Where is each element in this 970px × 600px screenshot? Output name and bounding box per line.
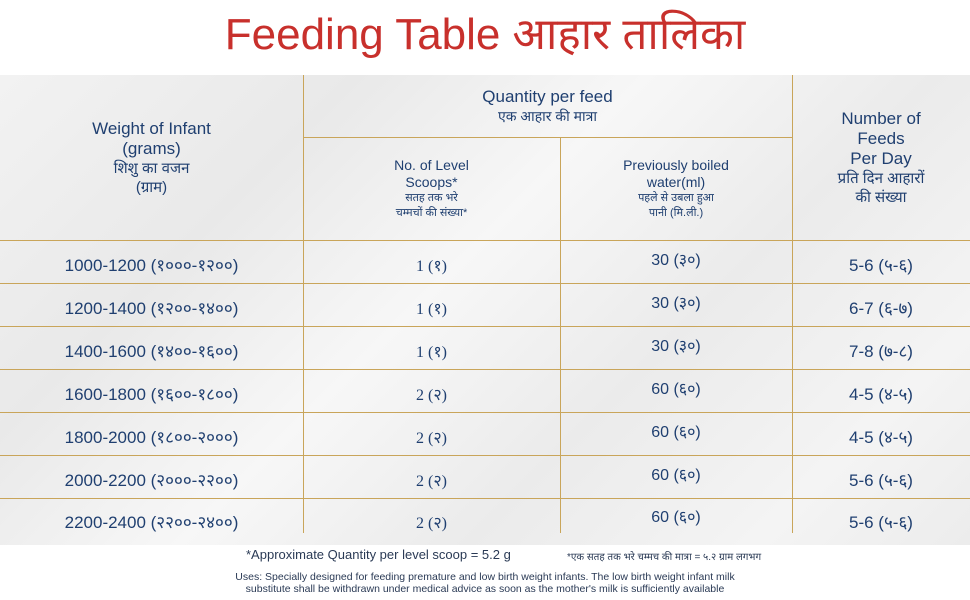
cell-feeds: 4-5 (४-५) — [849, 428, 913, 447]
row-divider — [303, 137, 792, 138]
row-divider — [0, 369, 970, 370]
cell-scoops: 1 (१) — [416, 300, 447, 318]
header-weight-en1: Weight of Infant — [92, 118, 211, 138]
cell-water: 60 (६०) — [651, 466, 701, 484]
header-weight-en2: (grams) — [122, 138, 181, 158]
header-water-hi1: पहले से उबला हुआ — [638, 191, 714, 204]
header-water: Previously boiled water(ml) पहले से उबला… — [560, 137, 792, 240]
header-feeds-en3: Per Day — [850, 148, 912, 168]
column-divider — [303, 75, 304, 533]
page-title: Feeding Table आहार तालिका — [0, 6, 970, 64]
cell-weight: 2200-2400 (२२००-२४००) — [64, 513, 239, 532]
cell-water: 30 (३०) — [651, 294, 701, 312]
column-divider — [792, 75, 793, 533]
table-row: 1800-2000 (१८००-२०००) 2 (२) 60 (६०) 4-5 … — [0, 415, 970, 458]
header-scoops-en2: Scoops* — [405, 173, 458, 190]
header-feeds-en1: Number of — [841, 108, 921, 128]
table-row: 1400-1600 (१४००-१६००) 1 (१) 30 (३०) 7-8 … — [0, 329, 970, 372]
cell-scoops: 2 (२) — [416, 514, 447, 532]
header-scoops-hi2: चम्मचों की संख्या* — [395, 206, 468, 219]
cell-weight: 1800-2000 (१८००-२०००) — [64, 428, 239, 447]
header-feeds: Number of Feeds Per Day प्रति दिन आहारों… — [792, 75, 970, 240]
table-row: 1200-1400 (१२००-१४००) 1 (१) 30 (३०) 6-7 … — [0, 286, 970, 329]
footnote-scoop-english: *Approximate Quantity per level scoop = … — [246, 547, 511, 562]
row-divider — [0, 498, 970, 499]
cell-scoops: 1 (१) — [416, 257, 447, 275]
header-scoops: No. of Level Scoops* सतह तक भरे चम्मचों … — [303, 137, 560, 240]
footnote-uses-line2: substitute shall be withdrawn under medi… — [245, 583, 725, 595]
row-divider — [0, 412, 970, 413]
table-row: 1000-1200 (१०००-१२००) 1 (१) 30 (३०) 5-6 … — [0, 243, 970, 286]
cell-water: 30 (३०) — [651, 337, 701, 355]
header-water-en2: water(ml) — [646, 173, 706, 190]
cell-scoops: 2 (२) — [416, 386, 447, 404]
cell-weight: 1000-1200 (१०००-१२००) — [64, 256, 239, 275]
table-row: 1600-1800 (१६००-१८००) 2 (२) 60 (६०) 4-5 … — [0, 372, 970, 415]
cell-scoops: 2 (२) — [416, 472, 447, 490]
header-scoops-en1: No. of Level — [394, 156, 469, 173]
header-quantity-hi: एक आहार की मात्रा — [498, 107, 597, 124]
cell-weight: 1200-1400 (१२००-१४००) — [64, 299, 239, 318]
header-scoops-hi1: सतह तक भरे — [405, 191, 458, 204]
cell-feeds: 5-6 (५-६) — [849, 513, 913, 532]
cell-scoops: 1 (१) — [416, 343, 447, 361]
header-feeds-hi1: प्रति दिन आहारों — [837, 169, 925, 187]
cell-feeds: 6-7 (६-७) — [849, 299, 913, 318]
table-background — [0, 75, 970, 545]
title-english: Feeding Table — [224, 10, 501, 59]
column-divider — [560, 137, 561, 533]
cell-weight: 1400-1600 (१४००-१६००) — [64, 342, 239, 361]
header-water-hi2: पानी (मि.ली.) — [648, 206, 704, 219]
cell-water: 60 (६०) — [651, 423, 701, 441]
cell-feeds: 5-6 (५-६) — [849, 256, 913, 275]
row-divider — [0, 455, 970, 456]
header-quantity-en: Quantity per feed — [482, 86, 613, 106]
cell-weight: 1600-1800 (१६००-१८००) — [64, 385, 239, 404]
cell-water: 60 (६०) — [651, 380, 701, 398]
header-weight-hi2: (ग्राम) — [135, 178, 168, 196]
footnote-uses-line1: Uses: Specially designed for feeding pre… — [235, 571, 735, 583]
cell-water: 30 (३०) — [651, 251, 701, 269]
footnote-scoop-hindi: *एक सतह तक भरे चम्मच की मात्रा = ५.२ ग्र… — [567, 552, 762, 563]
table-row: 2000-2200 (२०००-२२००) 2 (२) 60 (६०) 5-6 … — [0, 458, 970, 501]
header-feeds-en2: Feeds — [857, 128, 905, 148]
cell-feeds: 5-6 (५-६) — [849, 471, 913, 490]
cell-feeds: 7-8 (७-८) — [849, 342, 913, 361]
row-divider — [0, 283, 970, 284]
title-hindi: आहार तालिका — [512, 10, 746, 59]
footnote-uses: Uses: Specially designed for feeding pre… — [0, 571, 970, 595]
cell-scoops: 2 (२) — [416, 429, 447, 447]
cell-feeds: 4-5 (४-५) — [849, 385, 913, 404]
header-quantity: Quantity per feed एक आहार की मात्रा — [303, 75, 792, 137]
cell-water: 60 (६०) — [651, 508, 701, 526]
header-weight: Weight of Infant (grams) शिशु का वजन (ग्… — [0, 75, 303, 240]
cell-weight: 2000-2200 (२०००-२२००) — [64, 471, 239, 490]
header-weight-hi1: शिशु का वजन — [113, 159, 190, 177]
row-divider — [0, 326, 970, 327]
header-water-en1: Previously boiled — [623, 156, 729, 173]
header-feeds-hi2: की संख्या — [855, 188, 907, 206]
table-row: 2200-2400 (२२००-२४००) 2 (२) 60 (६०) 5-6 … — [0, 500, 970, 543]
row-divider — [0, 240, 970, 241]
